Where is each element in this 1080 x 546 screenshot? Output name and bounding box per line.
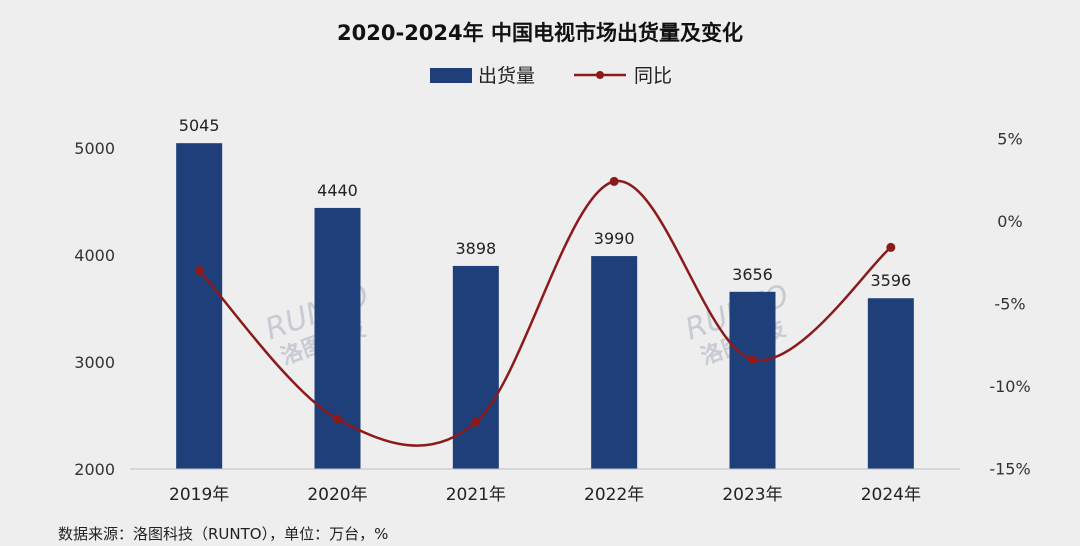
bar <box>591 256 638 469</box>
yoy-point <box>886 242 896 252</box>
chart-title: 2020-2024年 中国电视市场出货量及变化 <box>337 21 743 45</box>
bar-data-label: 3656 <box>732 265 773 284</box>
yoy-point <box>194 266 204 275</box>
x-tick-label: 2024年 <box>861 485 921 505</box>
bar <box>729 291 776 469</box>
y-left-tick-label: 3000 <box>74 353 115 372</box>
bar-data-label: 3990 <box>594 229 635 248</box>
left-axis: 2000 3000 4000 5000 <box>74 139 115 479</box>
yoy-point <box>471 417 481 427</box>
yoy-point <box>609 176 619 186</box>
y-right-tick-label: -10% <box>989 377 1030 396</box>
x-axis: 2019年 2020年 2021年 2022年 2023年 2024年 <box>169 485 921 505</box>
x-tick-label: 2020年 <box>307 485 367 505</box>
bar <box>176 143 223 469</box>
bars: 5045 4440 3898 3990 3656 3596 <box>176 116 914 470</box>
y-left-tick-label: 4000 <box>74 246 115 265</box>
legend: 出货量 同比 <box>430 65 672 87</box>
bar-data-label: 3596 <box>870 271 911 290</box>
bar <box>867 298 914 469</box>
y-right-tick-label: -5% <box>994 295 1025 314</box>
x-tick-label: 2022年 <box>584 485 644 505</box>
x-tick-label: 2023年 <box>722 485 782 505</box>
bar-data-label: 5045 <box>179 116 220 135</box>
y-right-tick-label: 0% <box>997 212 1022 231</box>
x-tick-label: 2019年 <box>169 485 229 505</box>
bar <box>314 207 361 470</box>
right-axis: 5% 0% -5% -10% -15% <box>989 130 1030 479</box>
yoy-line <box>194 176 896 447</box>
legend-swatch-dot <box>596 71 604 79</box>
y-left-tick-label: 2000 <box>74 460 115 479</box>
source-note: 数据来源：洛图科技（RUNTO），单位：万台，% <box>58 525 388 543</box>
legend-swatch-bar <box>430 68 472 83</box>
y-right-tick-label: 5% <box>997 130 1022 149</box>
yoy-point <box>333 414 342 424</box>
x-tick-label: 2021年 <box>446 485 506 505</box>
bar-data-label: 3898 <box>455 239 496 258</box>
y-left-tick-label: 5000 <box>74 139 115 158</box>
legend-label-line: 同比 <box>634 65 672 87</box>
legend-label-bar: 出货量 <box>478 65 535 87</box>
y-right-tick-label: -15% <box>989 460 1030 479</box>
yoy-line-path <box>198 180 892 447</box>
bar <box>452 265 499 469</box>
bar-data-label: 4440 <box>317 181 358 200</box>
yoy-point <box>748 355 757 365</box>
